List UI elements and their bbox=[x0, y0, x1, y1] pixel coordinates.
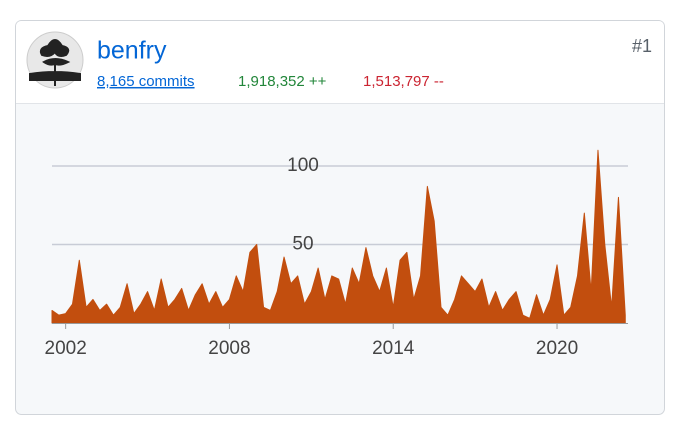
commits-link[interactable]: 8,165 commits bbox=[97, 73, 195, 90]
y-tick-label: 50 bbox=[292, 234, 313, 255]
rank: #1 bbox=[632, 36, 652, 56]
x-tick-label: 2020 bbox=[536, 338, 578, 359]
x-tick-label: 2008 bbox=[208, 338, 250, 359]
additions: 1,918,352 ++ bbox=[238, 73, 327, 90]
username[interactable]: benfry bbox=[97, 37, 167, 65]
x-tick-label: 2002 bbox=[45, 338, 87, 359]
avatar[interactable] bbox=[26, 31, 84, 89]
y-tick-label: 100 bbox=[287, 155, 319, 176]
deletions: 1,513,797 -- bbox=[363, 73, 444, 90]
avatar-tree bbox=[29, 39, 81, 86]
x-tick-label: 2014 bbox=[372, 338, 415, 359]
commit-area bbox=[51, 149, 626, 324]
card-header bbox=[16, 21, 664, 103]
